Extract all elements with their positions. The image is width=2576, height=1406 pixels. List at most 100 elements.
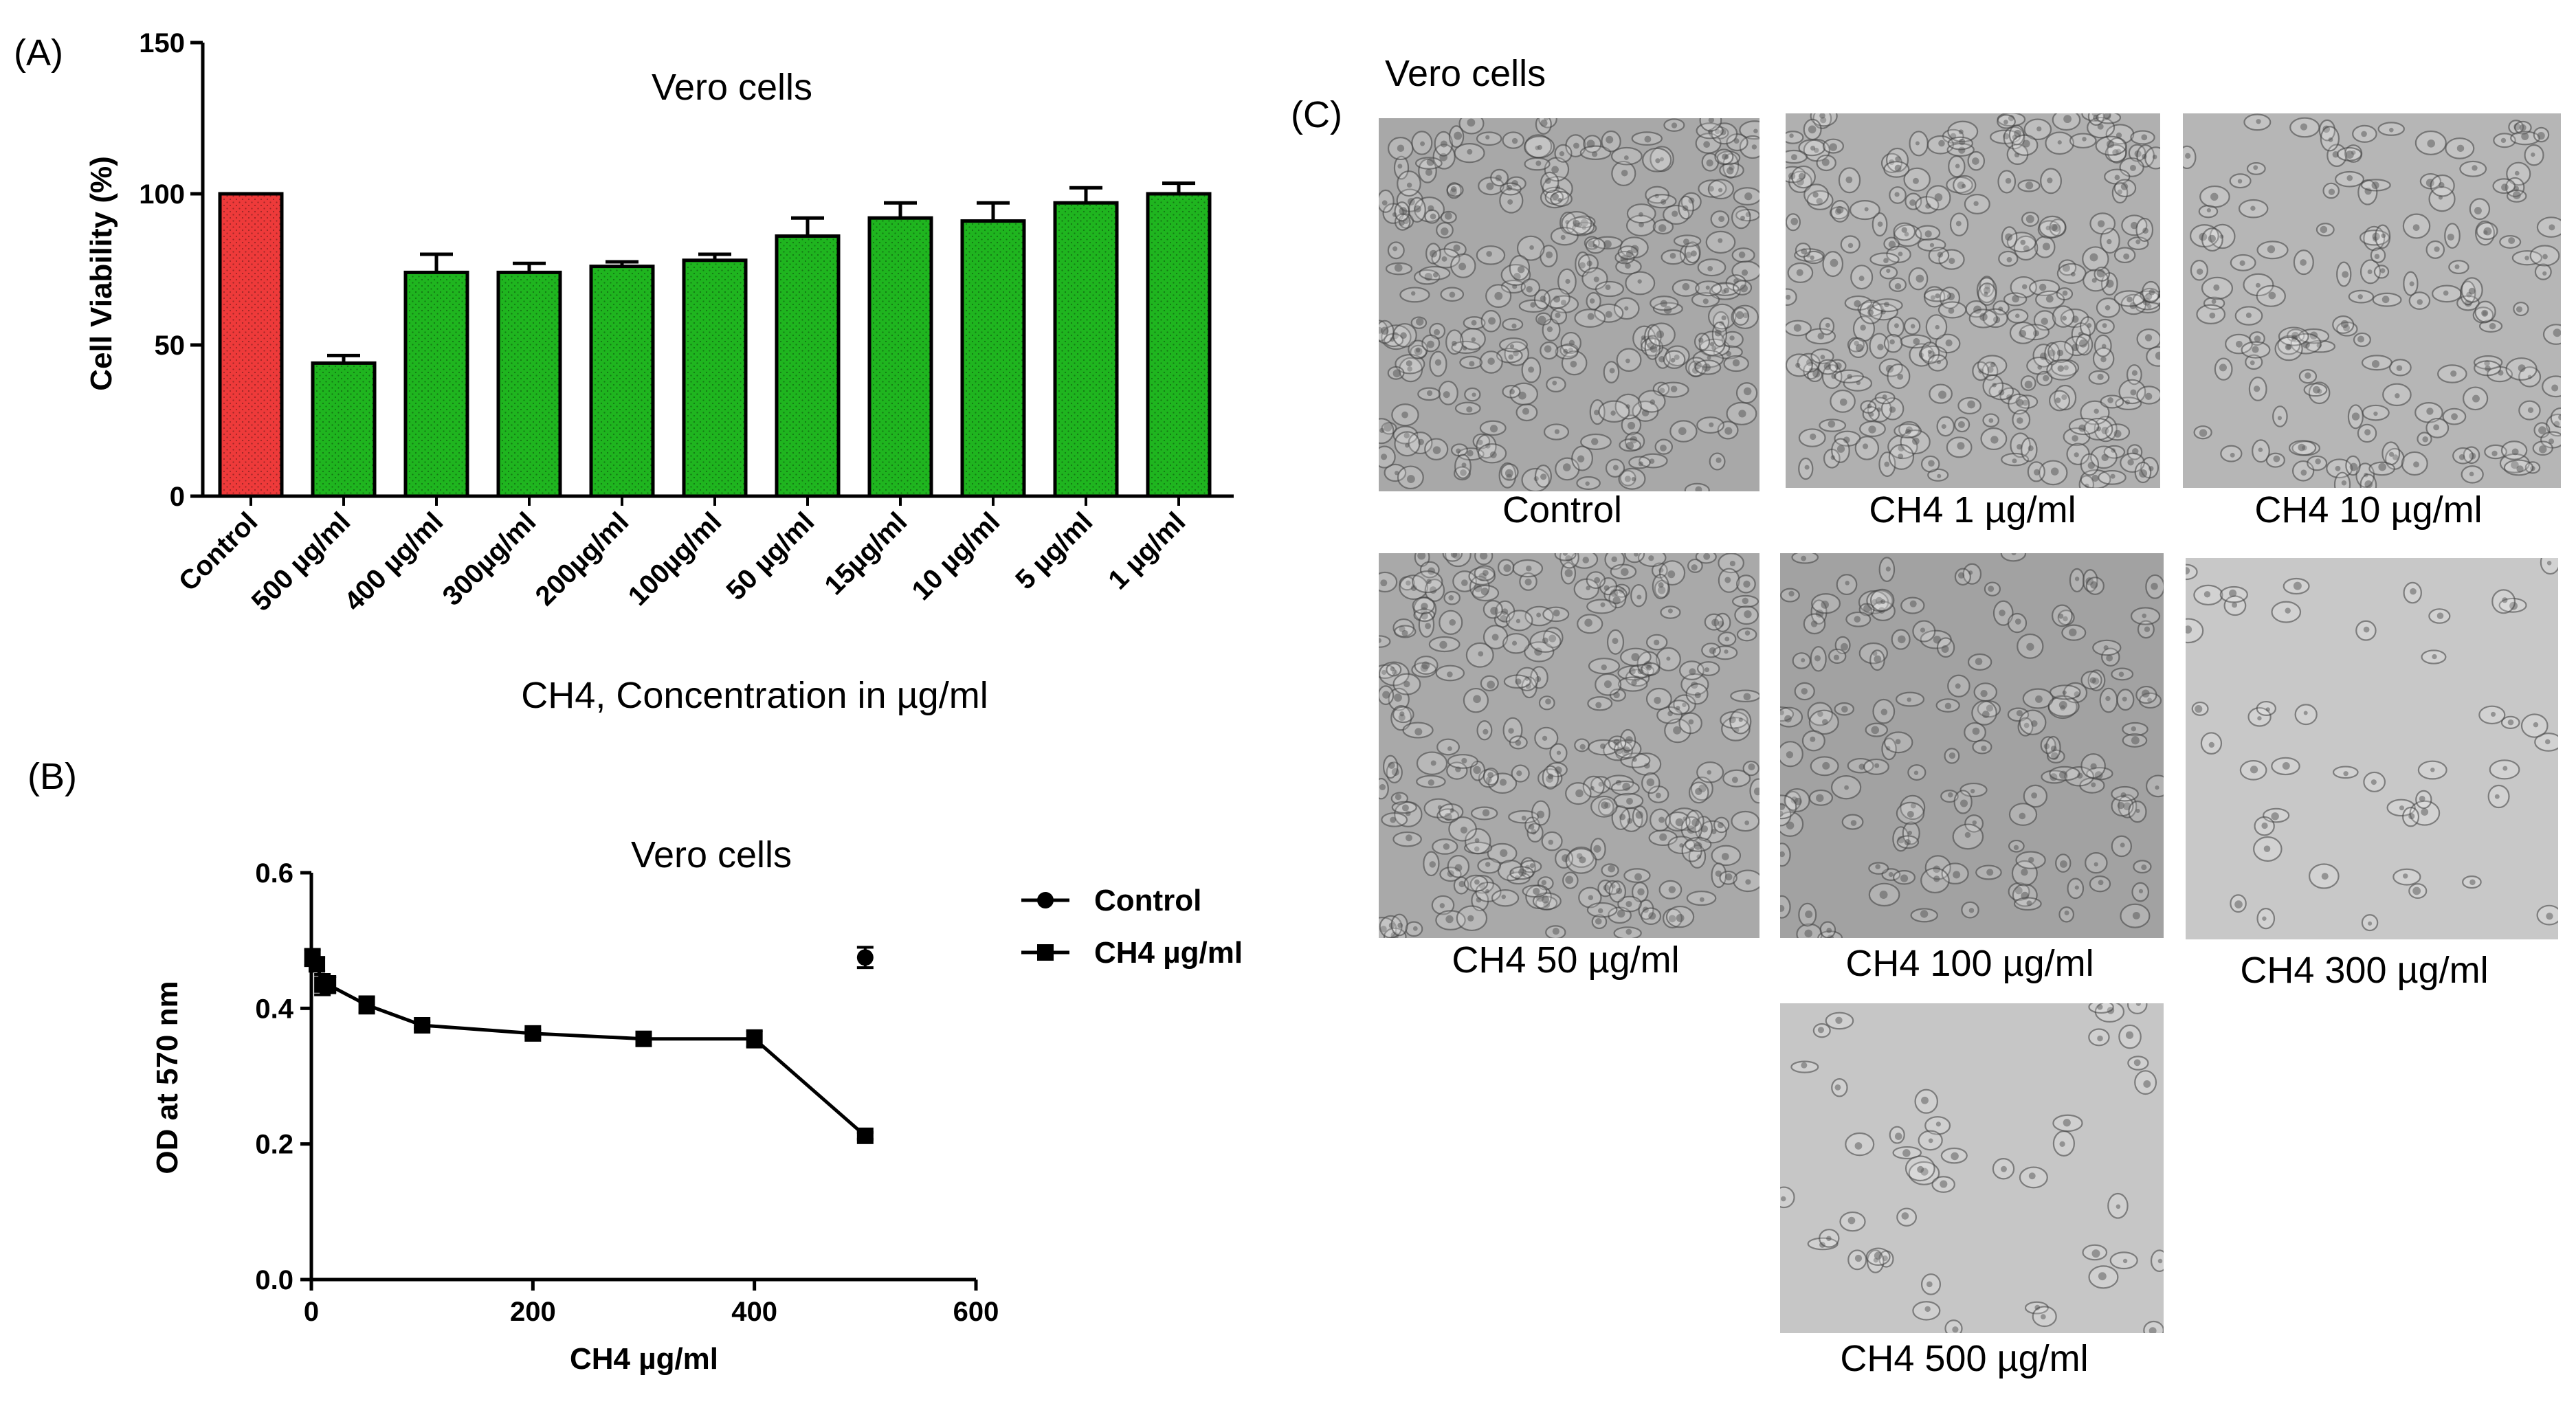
cell-3-234 bbox=[1412, 570, 1443, 594]
nucleus-2-8 bbox=[2302, 445, 2307, 451]
cell-0-195 bbox=[1379, 445, 1396, 469]
nucleus-2-41 bbox=[2253, 165, 2258, 170]
cell-0-88 bbox=[1663, 118, 1685, 132]
nucleus-0-146 bbox=[1660, 300, 1667, 307]
cell-3-163 bbox=[1463, 874, 1489, 892]
nucleus-3-171 bbox=[1707, 770, 1712, 775]
cell-0-112 bbox=[1431, 248, 1461, 269]
cell-0-135 bbox=[1379, 189, 1395, 213]
nucleus-2-34 bbox=[2250, 205, 2256, 211]
cell-2-66 bbox=[2550, 407, 2561, 428]
cell-1-250 bbox=[2094, 334, 2112, 357]
cell-4-97 bbox=[1834, 702, 1854, 716]
cell-1-202 bbox=[1838, 167, 1861, 194]
nucleus-0-203 bbox=[1509, 389, 1515, 394]
nucleus-1-156 bbox=[2091, 474, 2099, 482]
cell-1-225 bbox=[1787, 262, 1814, 283]
cell-4-115 bbox=[1801, 730, 1825, 752]
nucleus-0-232 bbox=[1612, 465, 1619, 471]
cell-1-8 bbox=[1964, 193, 1990, 214]
cell-0-183 bbox=[1571, 445, 1593, 471]
nucleus-1-103 bbox=[1894, 282, 1902, 290]
nucleus-2-73 bbox=[2538, 426, 2546, 434]
nucleus-3-253 bbox=[1414, 728, 1423, 736]
nucleus-0-89 bbox=[1706, 159, 1713, 167]
cell-2-65 bbox=[2288, 440, 2317, 456]
nucleus-0-100 bbox=[1565, 278, 1570, 284]
nucleus-1-191 bbox=[1988, 418, 1994, 423]
cell-1-249 bbox=[1854, 436, 1880, 460]
cell-2-19 bbox=[2484, 444, 2507, 460]
nucleus-1-257 bbox=[2107, 140, 2115, 148]
cell-4-25 bbox=[2017, 633, 2044, 659]
cell-1-242 bbox=[2046, 359, 2077, 381]
cell-6-5 bbox=[2143, 1320, 2164, 1333]
nucleus-0-166 bbox=[1674, 354, 1680, 360]
nucleus-0-253 bbox=[1610, 410, 1616, 416]
cell-1-61 bbox=[1938, 249, 1965, 270]
cell-1-237 bbox=[1831, 438, 1850, 463]
nucleus-1-253 bbox=[1823, 362, 1832, 370]
nucleus-3-238 bbox=[1412, 926, 1418, 931]
cell-5-27 bbox=[2186, 563, 2198, 581]
nucleus-0-163 bbox=[1735, 311, 1744, 320]
cell-3-80 bbox=[1660, 605, 1681, 619]
cell-1-165 bbox=[2003, 292, 2028, 306]
cell-0-208 bbox=[1480, 310, 1502, 333]
nucleus-1-57 bbox=[1898, 445, 1905, 451]
cell-3-173 bbox=[1392, 673, 1421, 695]
cell-0-257 bbox=[1663, 350, 1686, 369]
cell-1-214 bbox=[1830, 199, 1850, 223]
nucleus-2-80 bbox=[2252, 346, 2259, 353]
nucleus-0-257 bbox=[1670, 357, 1676, 363]
cell-4-102 bbox=[1780, 706, 1795, 722]
nucleus-0-179 bbox=[1555, 312, 1561, 318]
nucleus-2-24 bbox=[2389, 127, 2394, 133]
nucleus-0-217 bbox=[1603, 240, 1612, 249]
nucleus-4-124 bbox=[1880, 599, 1886, 605]
nucleus-0-202 bbox=[1670, 386, 1678, 392]
cell-6-32 bbox=[1905, 1155, 1935, 1182]
cell-6-22 bbox=[1831, 1078, 1848, 1097]
cell-6-13 bbox=[2019, 1166, 2048, 1189]
cell-2-89 bbox=[2529, 245, 2560, 267]
nucleus-4-23 bbox=[1907, 697, 1911, 702]
y-tick-label-1: 50 bbox=[155, 331, 186, 361]
bar-texture-4 bbox=[591, 266, 653, 496]
cell-2-75 bbox=[2403, 271, 2419, 296]
nucleus-1-231 bbox=[1883, 258, 1889, 264]
nucleus-0-238 bbox=[1540, 295, 1546, 302]
cell-1-52 bbox=[2096, 297, 2121, 318]
cell-2-76 bbox=[2437, 364, 2467, 383]
cell-3-82 bbox=[1632, 805, 1648, 828]
cell-3-225 bbox=[1412, 596, 1435, 614]
nucleus-4-62 bbox=[2014, 618, 2021, 625]
nucleus-3-7 bbox=[1379, 783, 1386, 790]
nucleus-1-202 bbox=[1845, 176, 1853, 183]
cell-3-232 bbox=[1511, 764, 1530, 783]
nucleus-0-84 bbox=[1434, 328, 1441, 335]
nucleus-4-146 bbox=[1879, 891, 1888, 899]
cell-2-146 bbox=[2360, 179, 2391, 192]
nucleus-3-204 bbox=[1487, 680, 1496, 689]
nucleus-0-34 bbox=[1407, 366, 1412, 372]
cell-0-204 bbox=[1628, 456, 1651, 469]
nucleus-1-255 bbox=[1808, 125, 1817, 134]
nucleus-0-99 bbox=[1467, 449, 1474, 457]
nucleus-0-40 bbox=[1450, 188, 1457, 196]
nucleus-1-187 bbox=[2028, 445, 2034, 451]
nucleus-2-39 bbox=[2206, 208, 2211, 213]
cell-5-18 bbox=[2498, 597, 2527, 613]
nucleus-2-133 bbox=[2258, 447, 2263, 452]
nucleus-2-89 bbox=[2542, 254, 2548, 260]
cell-3-100 bbox=[1686, 891, 1717, 906]
nucleus-6-10 bbox=[2116, 1204, 2121, 1209]
nucleus-0-222 bbox=[1456, 448, 1461, 454]
nucleus-4-69 bbox=[2120, 792, 2127, 798]
nucleus-3-151 bbox=[1658, 582, 1664, 588]
chart-b-x-axis-title: CH4 µg/ml bbox=[570, 1342, 718, 1376]
nucleus-4-105 bbox=[1786, 751, 1794, 759]
cell-2-133 bbox=[2252, 439, 2270, 463]
cell-4-104 bbox=[2008, 839, 2025, 853]
cell-0-219 bbox=[1695, 280, 1722, 297]
